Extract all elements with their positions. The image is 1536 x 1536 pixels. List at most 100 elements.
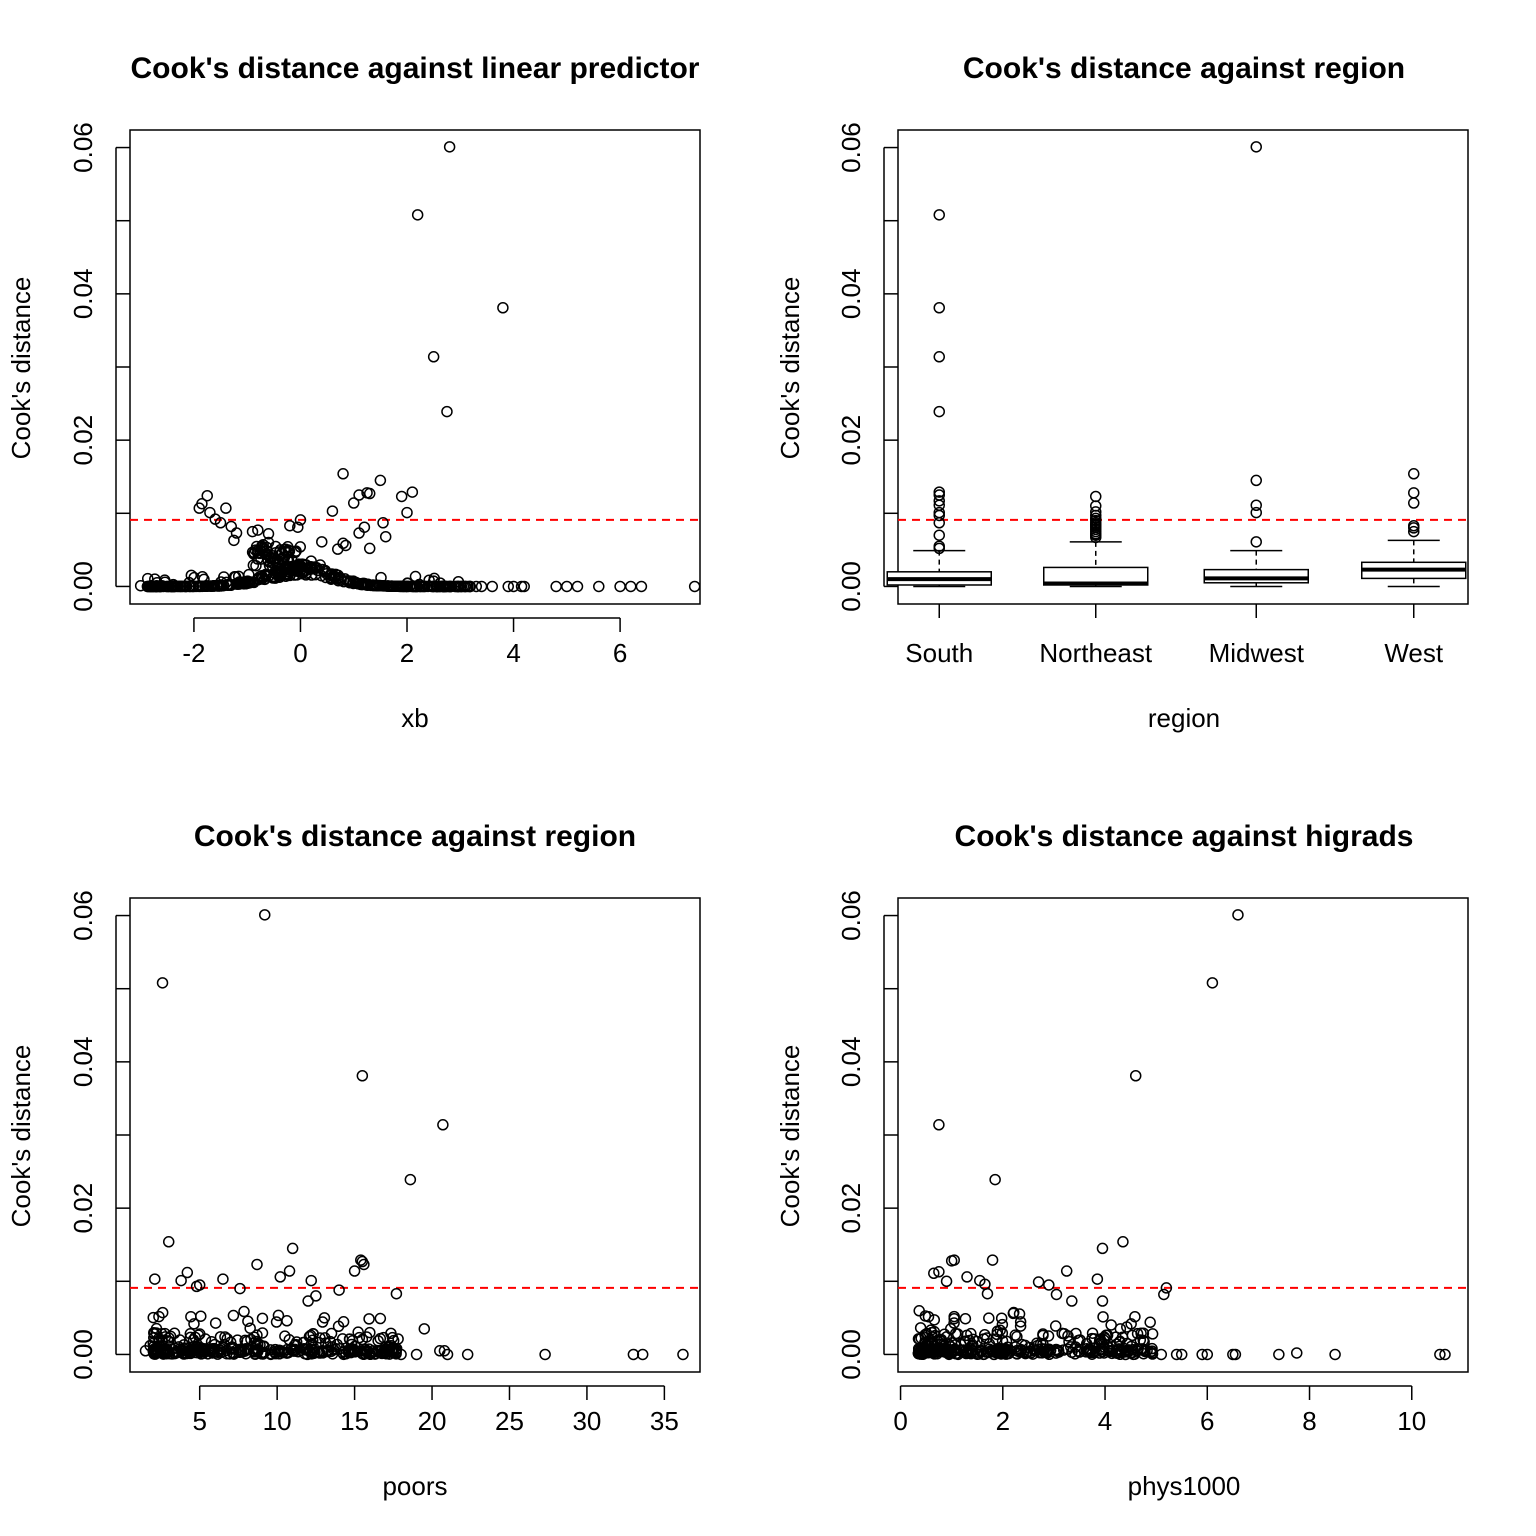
data-point	[989, 1173, 1001, 1186]
data-point	[175, 1274, 187, 1287]
data-point	[1125, 1318, 1137, 1330]
data-point	[1144, 1316, 1156, 1329]
x-tick-label: 6	[613, 638, 627, 668]
y-tick-label: 0.06	[836, 122, 866, 173]
data-point	[290, 545, 302, 557]
data-point	[410, 1348, 423, 1361]
data-point	[1043, 1279, 1055, 1291]
data-point	[913, 1305, 925, 1317]
data-point	[1160, 1282, 1173, 1294]
data-point	[561, 580, 573, 593]
data-point	[302, 1295, 314, 1307]
data-point	[981, 1287, 994, 1300]
data-point	[933, 495, 945, 507]
data-point	[362, 579, 374, 591]
y-axis-label: Cook's distance	[6, 277, 36, 460]
x-tick-label: Midwest	[1209, 638, 1305, 668]
data-point	[326, 505, 339, 517]
data-point	[286, 554, 298, 566]
data-point	[374, 1312, 387, 1325]
data-point	[201, 580, 214, 592]
data-point	[225, 579, 238, 591]
data-point	[918, 1343, 930, 1356]
data-point	[377, 517, 389, 529]
data-point	[273, 546, 286, 558]
data-point	[967, 1333, 979, 1346]
y-tick-label: 0.04	[68, 269, 98, 320]
data-point	[1084, 1345, 1096, 1357]
data-point	[983, 1312, 995, 1324]
data-point	[1063, 1335, 1075, 1348]
data-point	[1124, 1347, 1137, 1359]
data-point	[1329, 1348, 1341, 1361]
data-point	[437, 1119, 449, 1131]
data-point	[1090, 506, 1102, 518]
data-point	[406, 486, 419, 498]
data-point	[996, 1335, 1009, 1347]
data-point	[294, 1344, 307, 1357]
y-tick-label: 0.00	[68, 561, 98, 612]
x-tick-label: 6	[1200, 1406, 1214, 1436]
data-point	[1408, 525, 1420, 538]
data-point	[940, 1275, 953, 1288]
data-point	[283, 1265, 296, 1277]
data-point	[1201, 1348, 1214, 1361]
x-tick-label: 0	[293, 638, 307, 668]
data-point	[392, 1333, 404, 1345]
data-point	[1129, 1070, 1142, 1082]
y-tick-label: 0.00	[836, 561, 866, 612]
x-tick-label: 4	[506, 638, 520, 668]
data-point	[178, 1347, 190, 1359]
y-tick-label: 0.02	[836, 1183, 866, 1234]
x-tick-label: 0	[893, 1406, 907, 1436]
data-point	[348, 1265, 361, 1277]
data-point	[967, 1339, 979, 1351]
data-point	[247, 559, 260, 571]
plot-frame	[897, 897, 1469, 1373]
data-point	[262, 536, 275, 549]
data-point	[933, 517, 945, 529]
y-tick-label: 0.04	[836, 269, 866, 320]
chart-title: Cook's distance against higrads	[955, 820, 1414, 853]
data-point	[236, 576, 249, 589]
data-point	[374, 474, 387, 487]
data-point	[273, 1348, 286, 1360]
data-point	[614, 580, 626, 593]
data-point	[1170, 1348, 1183, 1361]
data-point	[922, 1310, 935, 1323]
data-point	[185, 569, 198, 582]
data-point	[1439, 1348, 1451, 1361]
data-point	[243, 568, 255, 581]
data-point	[288, 560, 300, 573]
data-point	[267, 557, 280, 569]
chart-title: Cook's distance against region	[963, 52, 1405, 85]
data-point	[346, 1335, 359, 1347]
data-point	[933, 351, 945, 363]
data-point	[193, 1279, 206, 1291]
data-point	[411, 209, 424, 221]
data-point	[160, 1344, 173, 1356]
data-point	[387, 1342, 400, 1355]
data-point	[230, 527, 243, 539]
data-point	[550, 580, 562, 593]
data-point	[201, 489, 213, 502]
data-point	[395, 1348, 407, 1361]
data-point	[406, 580, 419, 593]
y-tick-label: 0.06	[68, 122, 98, 173]
data-point	[385, 1340, 397, 1352]
data-point	[181, 1266, 194, 1279]
data-point	[286, 1242, 299, 1255]
data-point	[1096, 1242, 1109, 1255]
data-point	[195, 1348, 208, 1360]
data-point	[1114, 1323, 1127, 1335]
data-point	[331, 1338, 343, 1351]
data-point	[353, 527, 365, 539]
data-point	[1113, 1336, 1126, 1348]
data-point	[1049, 1320, 1062, 1332]
data-point	[966, 1344, 979, 1357]
data-point	[325, 573, 337, 585]
data-point	[915, 1347, 927, 1359]
x-tick-label: 4	[1098, 1406, 1112, 1436]
panel-xb: Cook's distance against linear predictor…	[6, 52, 701, 733]
y-tick-label: 0.06	[68, 890, 98, 941]
